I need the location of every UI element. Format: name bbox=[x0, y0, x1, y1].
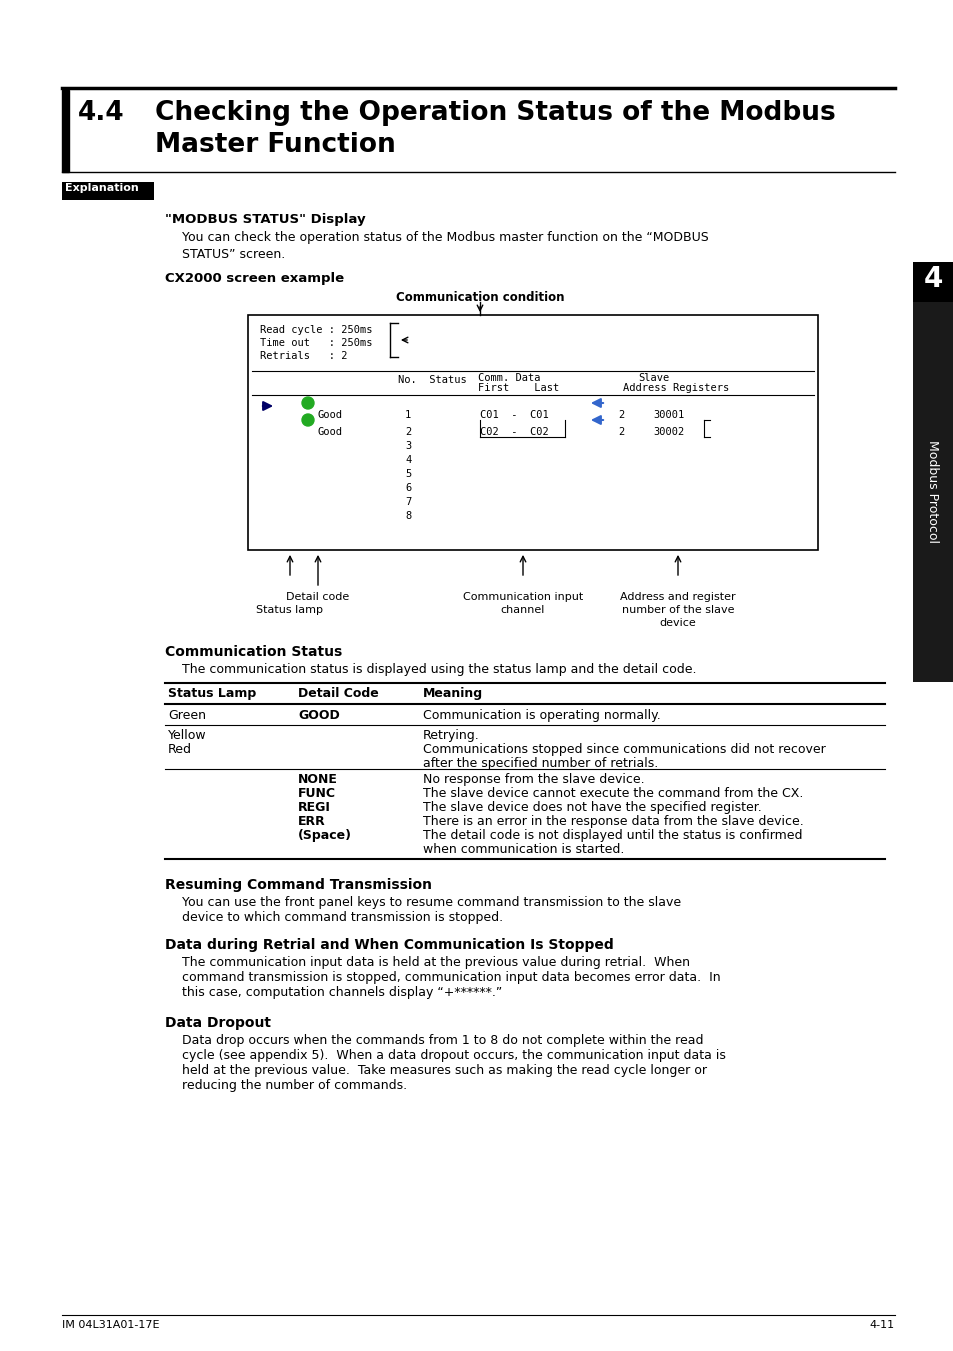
Text: held at the previous value.  Take measures such as making the read cycle longer : held at the previous value. Take measure… bbox=[182, 1065, 706, 1077]
Text: 6: 6 bbox=[405, 484, 411, 493]
Text: Time out   : 250ms: Time out : 250ms bbox=[260, 338, 372, 349]
Text: 2: 2 bbox=[405, 427, 411, 436]
Text: Read cycle : 250ms: Read cycle : 250ms bbox=[260, 326, 372, 335]
Text: Explanation: Explanation bbox=[65, 182, 138, 193]
Text: 2: 2 bbox=[618, 409, 623, 420]
Bar bbox=[912, 262, 953, 303]
Text: Address and register: Address and register bbox=[619, 592, 735, 603]
Text: 30002: 30002 bbox=[652, 427, 683, 436]
Text: Data Dropout: Data Dropout bbox=[165, 1016, 271, 1029]
Text: Communication Status: Communication Status bbox=[165, 644, 342, 659]
Circle shape bbox=[302, 397, 314, 409]
Text: IM 04L31A01-17E: IM 04L31A01-17E bbox=[62, 1320, 159, 1329]
Text: after the specified number of retrials.: after the specified number of retrials. bbox=[422, 757, 658, 770]
Text: 7: 7 bbox=[405, 497, 411, 507]
Text: 8: 8 bbox=[405, 511, 411, 521]
Text: Comm. Data: Comm. Data bbox=[477, 373, 540, 382]
Text: Good: Good bbox=[317, 427, 343, 436]
Bar bbox=[62, 91, 69, 172]
Text: Resuming Command Transmission: Resuming Command Transmission bbox=[165, 878, 432, 892]
Text: Retrying.: Retrying. bbox=[422, 730, 479, 742]
Text: reducing the number of commands.: reducing the number of commands. bbox=[182, 1079, 407, 1092]
Text: NONE: NONE bbox=[297, 773, 337, 786]
Text: "MODBUS STATUS" Display: "MODBUS STATUS" Display bbox=[165, 213, 365, 226]
Text: 4-11: 4-11 bbox=[869, 1320, 894, 1329]
Text: First    Last: First Last bbox=[477, 382, 558, 393]
Bar bbox=[248, 315, 817, 550]
Text: channel: channel bbox=[500, 605, 544, 615]
Text: Communication is operating normally.: Communication is operating normally. bbox=[422, 709, 660, 721]
Text: CX2000 screen example: CX2000 screen example bbox=[165, 272, 344, 285]
Text: GOOD: GOOD bbox=[297, 709, 339, 721]
Text: Communication condition: Communication condition bbox=[395, 290, 563, 304]
Text: Data during Retrial and When Communication Is Stopped: Data during Retrial and When Communicati… bbox=[165, 938, 613, 952]
Text: Communication input: Communication input bbox=[462, 592, 582, 603]
Text: Detail code: Detail code bbox=[286, 592, 349, 603]
Text: Communications stopped since communications did not recover: Communications stopped since communicati… bbox=[422, 743, 825, 757]
Text: Detail Code: Detail Code bbox=[297, 688, 378, 700]
Text: ERR: ERR bbox=[297, 815, 325, 828]
Text: Checking the Operation Status of the Modbus: Checking the Operation Status of the Mod… bbox=[154, 100, 835, 126]
Text: Slave: Slave bbox=[638, 373, 669, 382]
Text: Good: Good bbox=[317, 409, 343, 420]
Text: 5: 5 bbox=[405, 469, 411, 480]
Text: Status lamp: Status lamp bbox=[256, 605, 323, 615]
Text: Address Registers: Address Registers bbox=[622, 382, 728, 393]
Text: STATUS” screen.: STATUS” screen. bbox=[182, 249, 285, 261]
Text: No.  Status: No. Status bbox=[397, 376, 466, 385]
Text: Meaning: Meaning bbox=[422, 688, 482, 700]
Bar bbox=[912, 303, 953, 682]
Text: C01  -  C01: C01 - C01 bbox=[479, 409, 548, 420]
Text: device to which command transmission is stopped.: device to which command transmission is … bbox=[182, 911, 502, 924]
Text: Master Function: Master Function bbox=[154, 132, 395, 158]
Text: Status Lamp: Status Lamp bbox=[168, 688, 256, 700]
Text: 4.4: 4.4 bbox=[78, 100, 125, 126]
Text: Modbus Protocol: Modbus Protocol bbox=[925, 440, 939, 543]
Text: 30001: 30001 bbox=[652, 409, 683, 420]
Text: Retrials   : 2: Retrials : 2 bbox=[260, 351, 347, 361]
Text: Data drop occurs when the commands from 1 to 8 do not complete within the read: Data drop occurs when the commands from … bbox=[182, 1034, 702, 1047]
Text: There is an error in the response data from the slave device.: There is an error in the response data f… bbox=[422, 815, 803, 828]
Text: number of the slave: number of the slave bbox=[621, 605, 734, 615]
Text: cycle (see appendix 5).  When a data dropout occurs, the communication input dat: cycle (see appendix 5). When a data drop… bbox=[182, 1048, 725, 1062]
Text: FUNC: FUNC bbox=[297, 788, 335, 800]
Text: You can check the operation status of the Modbus master function on the “MODBUS: You can check the operation status of th… bbox=[182, 231, 708, 245]
Text: The communication input data is held at the previous value during retrial.  When: The communication input data is held at … bbox=[182, 957, 689, 969]
Text: device: device bbox=[659, 617, 696, 628]
Text: C02  -  C02: C02 - C02 bbox=[479, 427, 548, 436]
Text: The communication status is displayed using the status lamp and the detail code.: The communication status is displayed us… bbox=[182, 663, 696, 676]
Text: You can use the front panel keys to resume command transmission to the slave: You can use the front panel keys to resu… bbox=[182, 896, 680, 909]
Text: The slave device does not have the specified register.: The slave device does not have the speci… bbox=[422, 801, 760, 815]
Text: this case, computation channels display “+******.”: this case, computation channels display … bbox=[182, 986, 501, 998]
Text: (Space): (Space) bbox=[297, 830, 352, 842]
Circle shape bbox=[302, 413, 314, 426]
Text: The detail code is not displayed until the status is confirmed: The detail code is not displayed until t… bbox=[422, 830, 801, 842]
Text: REGI: REGI bbox=[297, 801, 331, 815]
Text: No response from the slave device.: No response from the slave device. bbox=[422, 773, 644, 786]
Text: 4: 4 bbox=[923, 265, 942, 293]
Text: when communication is started.: when communication is started. bbox=[422, 843, 623, 857]
Text: 2: 2 bbox=[618, 427, 623, 436]
Text: 1: 1 bbox=[405, 409, 411, 420]
Text: Green: Green bbox=[168, 709, 206, 721]
Text: Yellow: Yellow bbox=[168, 730, 207, 742]
Bar bbox=[62, 182, 153, 200]
Text: The slave device cannot execute the command from the CX.: The slave device cannot execute the comm… bbox=[422, 788, 802, 800]
Text: 3: 3 bbox=[405, 440, 411, 451]
Text: command transmission is stopped, communication input data becomes error data.  I: command transmission is stopped, communi… bbox=[182, 971, 720, 984]
Text: Red: Red bbox=[168, 743, 192, 757]
Text: 4: 4 bbox=[405, 455, 411, 465]
